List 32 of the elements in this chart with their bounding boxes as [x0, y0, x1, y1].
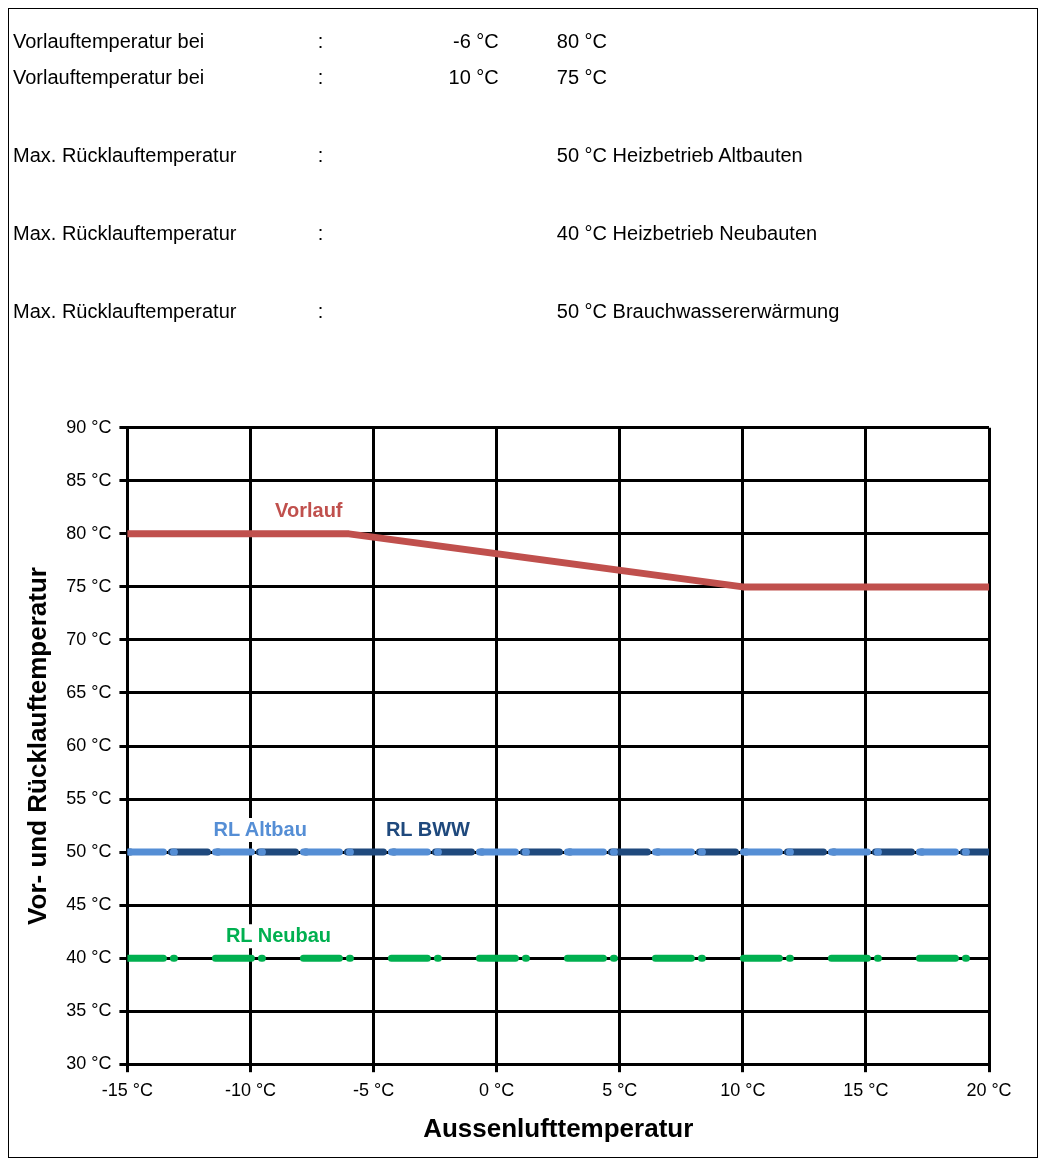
- y-tick-label: 70 °C: [66, 628, 112, 649]
- y-tick-label: 75 °C: [66, 575, 112, 596]
- x-tick-label: -5 °C: [352, 1079, 395, 1100]
- y-tick-label: 45 °C: [66, 894, 112, 915]
- x-tick-label: 20 °C: [966, 1079, 1012, 1100]
- y-tick-label: 50 °C: [66, 841, 112, 862]
- x-tick-label: 0 °C: [479, 1079, 515, 1100]
- y-tick-label: 85 °C: [66, 469, 112, 490]
- series-label: Vorlauf: [275, 499, 343, 522]
- text: Max. Rücklauftemperatur : 50 °C Brauchwassererwärmung: [13, 299, 840, 322]
- y-tick-label: 90 °C: [66, 416, 112, 437]
- x-tick-label: 15 °C: [843, 1079, 889, 1100]
- y-tick-label: 80 °C: [66, 522, 112, 543]
- text: Max. Rücklauftemperatur : 50 °C Heizbetrieb Altbauten: [13, 143, 803, 166]
- x-tick-label: -10 °C: [224, 1079, 277, 1100]
- y-axis-title: Vor- und Rücklauftemperatur: [21, 567, 52, 925]
- y-tick-label: 40 °C: [66, 947, 112, 968]
- series-label: RL BWW: [385, 817, 471, 840]
- x-tick-label: 5 °C: [602, 1079, 638, 1100]
- text: Vorlauftemperatur bei : 10 °C 75 °C: [13, 65, 608, 88]
- y-tick-label: 60 °C: [66, 734, 112, 755]
- y-tick-label: 35 °C: [66, 1000, 112, 1021]
- text: Max. Rücklauftemperatur : 40 °C Heizbetrieb Neubauten: [13, 221, 818, 244]
- y-tick-label: 65 °C: [66, 681, 112, 702]
- series-label: RL Neubau: [225, 923, 332, 946]
- y-tick-label: 55 °C: [66, 788, 112, 808]
- x-axis-title: Aussenlufttemperatur: [423, 1112, 694, 1143]
- series-label: RL Altbau: [213, 817, 307, 840]
- text: Vorlauftemperatur bei : -6 °C 80 °C: [13, 29, 608, 52]
- x-tick-label: -15 °C: [101, 1079, 154, 1100]
- x-tick-label: 10 °C: [720, 1079, 766, 1100]
- y-tick-label: 30 °C: [66, 1053, 112, 1074]
